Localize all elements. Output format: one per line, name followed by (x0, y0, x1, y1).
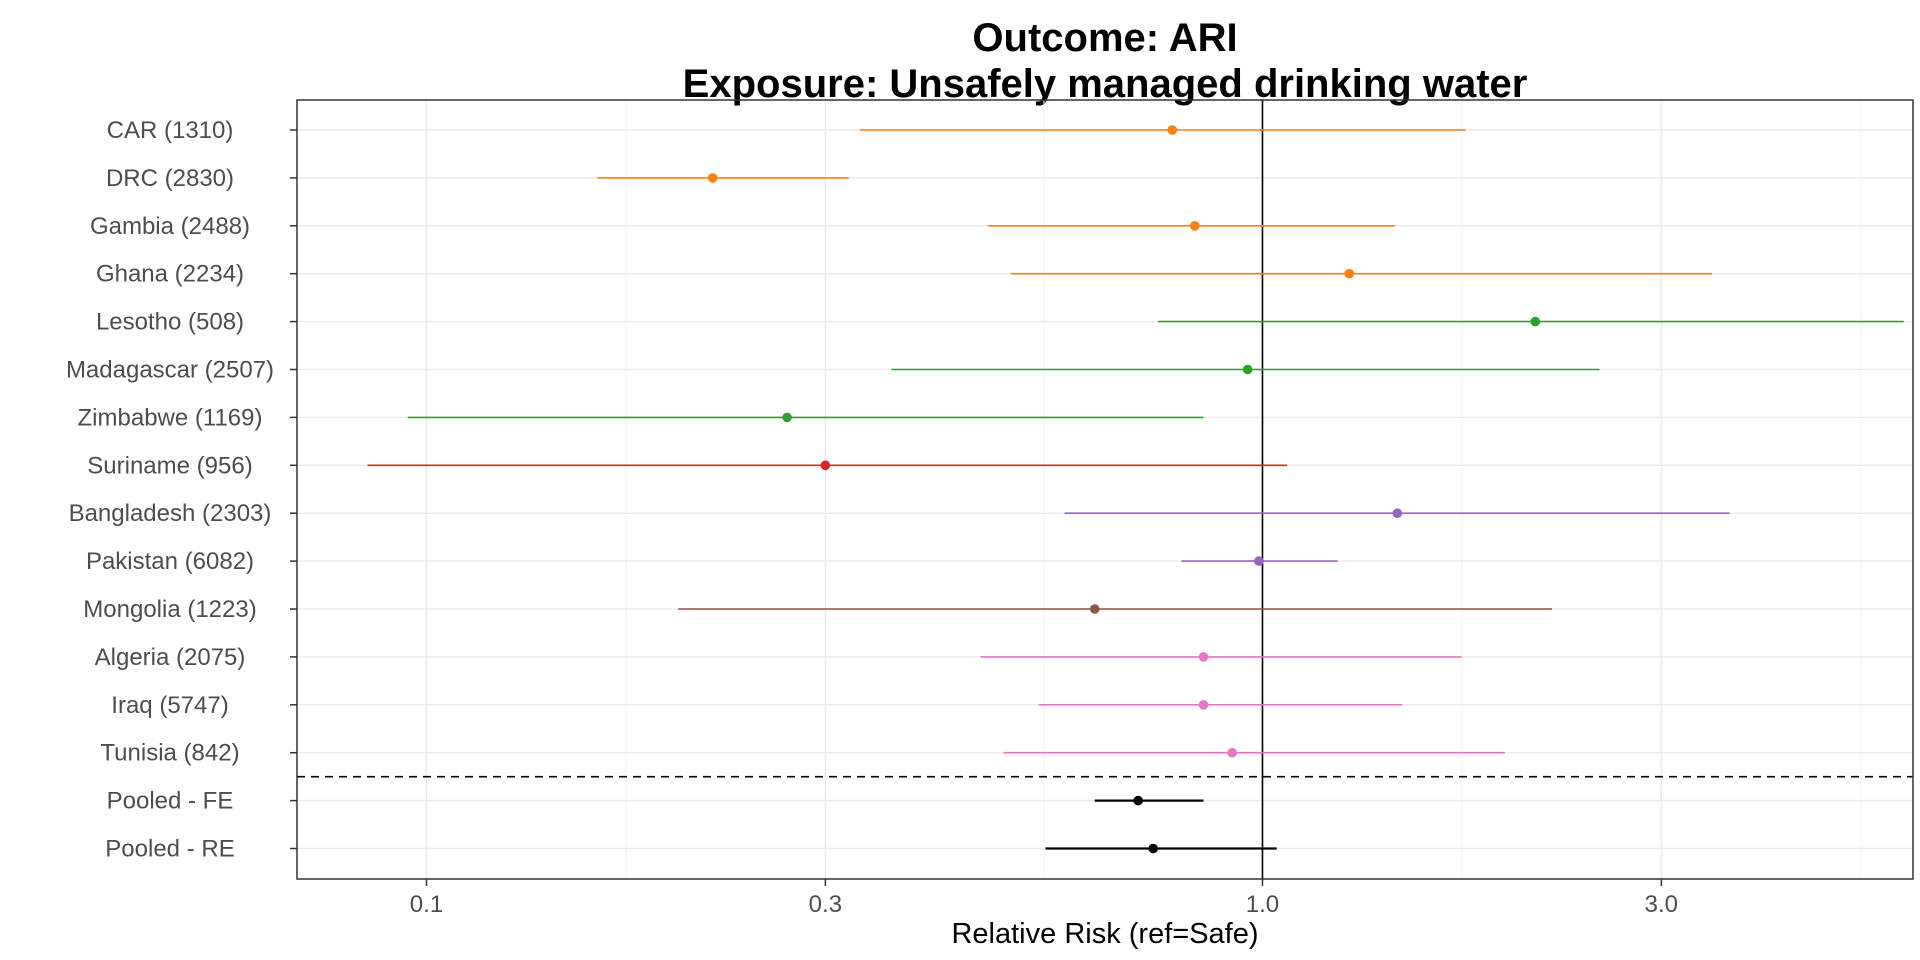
x-axis: 0.1 0.3 1.0 3.0 (410, 879, 1678, 918)
point-estimate (1148, 843, 1158, 854)
y-tick-label: CAR (1310) (107, 117, 234, 144)
chart-title-line2: Exposure: Unsafely managed drinking wate… (683, 62, 1528, 106)
y-tick-label: Tunisia (842) (100, 740, 239, 767)
y-tick-label: DRC (2830) (106, 165, 234, 192)
y-tick-label: Pakistan (6082) (86, 548, 254, 575)
x-tick-label: 0.3 (809, 891, 842, 918)
x-tick-label: 0.1 (410, 891, 443, 918)
point-estimate (820, 460, 831, 471)
y-tick-label: Mongolia (1223) (83, 596, 256, 623)
reference-lines (297, 100, 1913, 879)
chart-title-line1: Outcome: ARI (972, 16, 1237, 60)
plot-marks (367, 125, 1904, 854)
y-axis-labels: CAR (1310) DRC (2830) Gambia (2488) Ghana (… (66, 117, 297, 863)
point-estimate (1089, 604, 1100, 614)
point-estimate (1392, 508, 1403, 518)
y-tick-label: Algeria (2075) (95, 644, 246, 671)
point-estimate (1190, 221, 1200, 231)
chart-title: Outcome: ARI Exposure: Unsafely managed … (683, 16, 1528, 106)
point-estimate (1167, 125, 1178, 135)
y-tick-label: Madagascar (2507) (66, 357, 274, 384)
y-tick-label: Zimbabwe (1169) (78, 404, 263, 431)
y-tick-label: Pooled - RE (105, 836, 234, 863)
point-estimate (1133, 795, 1143, 806)
point-estimate (707, 173, 718, 183)
y-tick-label: Gambia (2488) (90, 213, 250, 240)
point-estimate (1198, 700, 1209, 710)
y-tick-label: Bangladesh (2303) (69, 500, 272, 527)
y-tick-label: Suriname (956) (87, 452, 252, 479)
x-axis-title: Relative Risk (ref=Safe) (951, 918, 1258, 950)
x-tick-label: 1.0 (1246, 891, 1279, 918)
point-estimate (1242, 364, 1253, 375)
plot-panel-border (296, 99, 1914, 880)
point-estimate (782, 412, 792, 423)
point-estimate (1254, 556, 1264, 566)
point-estimate (1198, 652, 1209, 662)
y-tick-label: Ghana (2234) (96, 261, 244, 288)
y-tick-label: Lesotho (508) (96, 309, 244, 336)
point-estimate (1227, 747, 1238, 758)
grid (297, 100, 1913, 879)
point-estimate (1344, 268, 1355, 279)
y-tick-label: Pooled - FE (107, 788, 234, 815)
y-tick-label: Iraq (5747) (111, 692, 228, 719)
point-estimate (1530, 316, 1541, 327)
x-tick-label: 3.0 (1645, 891, 1678, 918)
